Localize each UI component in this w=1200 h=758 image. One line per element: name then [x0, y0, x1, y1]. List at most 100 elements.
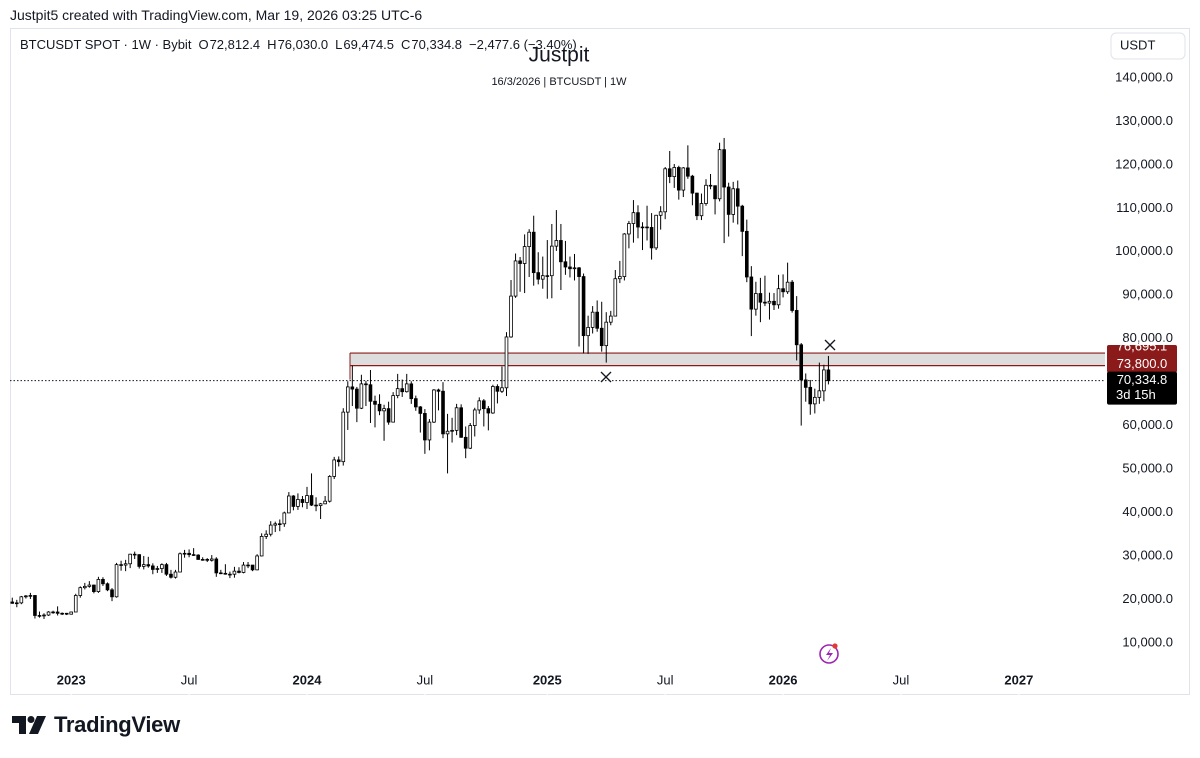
candle-body [46, 611, 51, 616]
ohlc-item: L69,474.5 [335, 37, 394, 52]
candle-body [559, 240, 563, 263]
candle-body [672, 167, 677, 178]
candle-body [726, 186, 731, 215]
candle-body [409, 383, 414, 400]
candle-body [164, 564, 169, 575]
logo: TradingView [12, 712, 180, 738]
candle-body [305, 495, 309, 503]
candle-body [477, 400, 482, 411]
candle-body [368, 384, 373, 402]
candle-body [191, 554, 196, 556]
candle-body [255, 555, 259, 571]
candle-body [128, 553, 132, 565]
countdown: 3d 15h [1116, 387, 1156, 402]
candle-body [631, 212, 636, 224]
candle-body [332, 459, 336, 477]
candle-body [264, 533, 268, 537]
candle-body [296, 499, 300, 507]
candle-body [495, 386, 500, 392]
candle-body [96, 579, 101, 592]
candle-body [708, 184, 713, 187]
candle-body [436, 389, 441, 392]
chart-title: Justpit [529, 44, 590, 67]
y-tick-label: 60,000.0 [1122, 417, 1173, 432]
candle-body [813, 396, 817, 405]
y-tick-label: 50,000.0 [1122, 460, 1173, 475]
candle-body [300, 499, 305, 503]
candle-body [69, 611, 74, 615]
candle-body [463, 436, 468, 449]
candle-body [550, 245, 554, 277]
currency[interactable]: USDT [1120, 37, 1155, 52]
candle-body [73, 595, 78, 613]
x-tick-label: 2026 [769, 672, 798, 687]
x-tick-label: Jul [181, 672, 198, 687]
candle-body [200, 559, 205, 561]
candle-body [196, 554, 200, 560]
zone-bottom-tag: 73,800.0 [1117, 356, 1168, 371]
candle-body [699, 203, 704, 217]
candle-body [355, 388, 359, 409]
y-tick-label: 110,000.0 [1116, 200, 1173, 215]
change: −2,477.6 (−3.40%) [469, 37, 577, 52]
candle-body [622, 233, 627, 277]
candle-body [241, 564, 246, 573]
x-tick-label: 2025 [533, 672, 562, 687]
candle-body [160, 564, 164, 569]
candle-body [790, 281, 794, 311]
alert-icon[interactable] [819, 643, 839, 664]
candle-body [318, 503, 323, 506]
candle-body [155, 568, 160, 570]
candle-body [37, 615, 42, 617]
ohlc-item: H76,030.0 [267, 37, 328, 52]
candle-body [427, 421, 432, 441]
y-tick-label: 100,000.0 [1115, 243, 1173, 258]
candle-body [110, 589, 114, 598]
candle-body [595, 311, 599, 329]
candle-body [663, 168, 667, 213]
candle-body [232, 570, 237, 575]
candle-body [563, 261, 568, 268]
candle-body [522, 246, 527, 264]
candle-body [717, 149, 722, 200]
candle-body [282, 512, 287, 525]
candle-body [55, 611, 60, 614]
candle-body [14, 602, 19, 605]
candle-body [64, 612, 69, 615]
candle-body [78, 587, 83, 596]
candle-body [695, 192, 699, 217]
chart-frame [10, 28, 1190, 695]
candle-body [740, 205, 745, 232]
candle-body [187, 552, 191, 556]
candle-body [704, 184, 708, 204]
ohlc-value: 72,812.4 [209, 37, 261, 52]
candle-body [132, 553, 137, 556]
currency-button[interactable] [1110, 32, 1186, 60]
candle-body [482, 400, 486, 410]
candle-body [327, 476, 332, 502]
x-tick-label: 2023 [57, 672, 86, 687]
candle-body [744, 230, 749, 278]
candle-body [531, 231, 536, 274]
candle-body [336, 459, 341, 463]
candle-body [246, 564, 250, 567]
candle-body [382, 408, 386, 412]
candle-body [608, 315, 613, 323]
ohlc-value: 76,030.0 [277, 37, 329, 52]
candle-body [572, 267, 577, 270]
candle-body [146, 564, 151, 567]
ohlc-item: C70,334.8 [401, 37, 462, 52]
candle-body [119, 564, 123, 566]
symbol: BTCUSDT SPOT · 1W · Bybit [20, 37, 192, 52]
candle-body [432, 389, 436, 423]
candle-body [373, 400, 377, 405]
candle-body [613, 278, 618, 317]
candle-body [794, 310, 799, 346]
candle-body [173, 571, 178, 578]
candle-body [223, 572, 228, 575]
candle-body [781, 288, 785, 293]
candle-body [287, 495, 291, 514]
x-tick-label: 2027 [1004, 672, 1033, 687]
candle-body [690, 175, 695, 194]
candle-body [667, 168, 672, 178]
